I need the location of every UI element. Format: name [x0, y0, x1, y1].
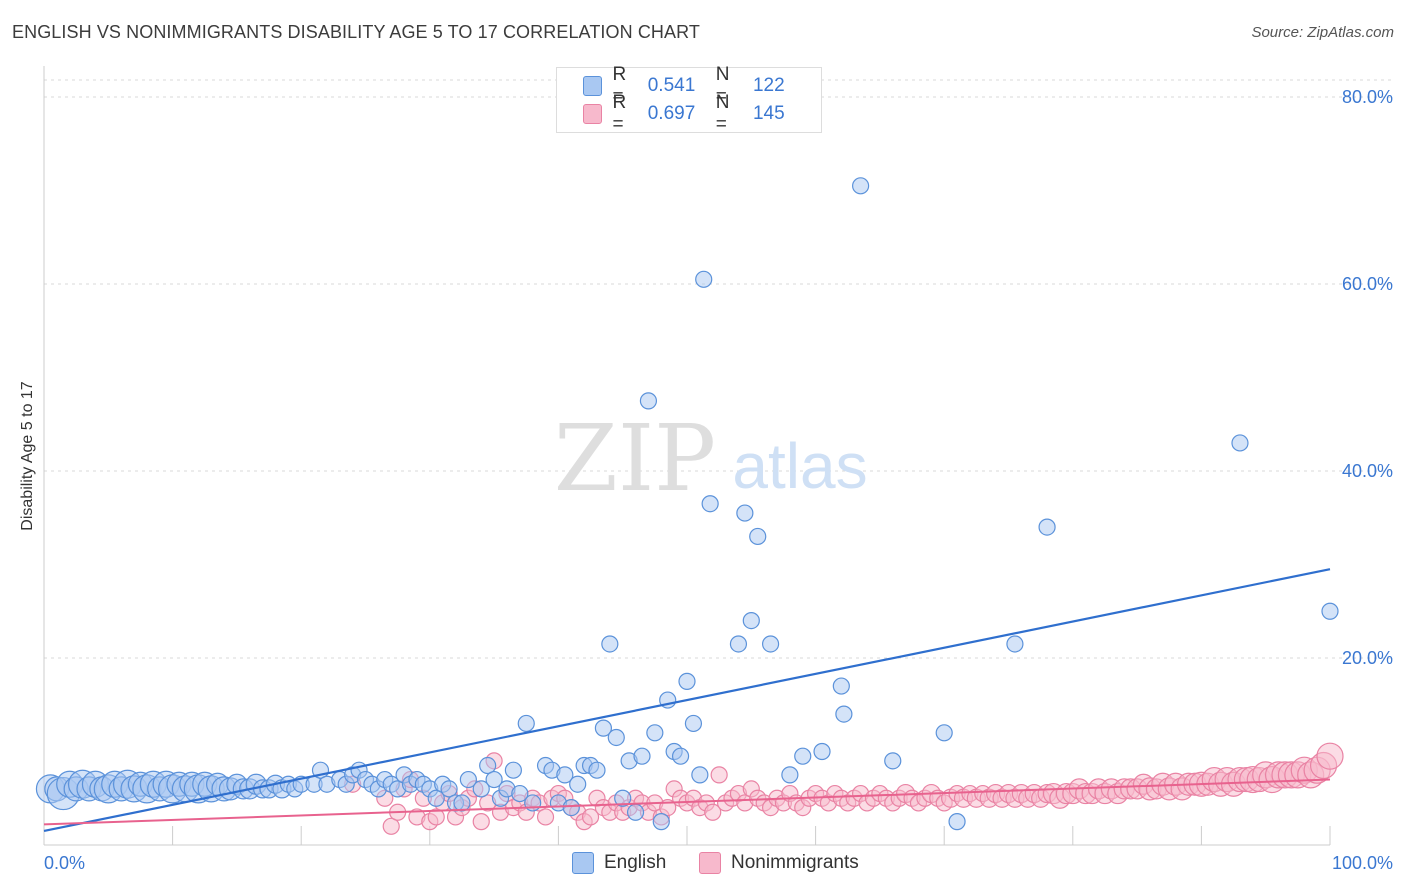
x-tick-label: 0.0%	[44, 853, 85, 873]
english-point	[684, 714, 703, 733]
english-point	[1006, 635, 1024, 653]
watermark-zip: ZIP	[554, 405, 716, 512]
english-legend-swatch	[572, 852, 594, 874]
nonimmigrants-point	[710, 766, 728, 784]
n-value: 145	[752, 103, 785, 124]
english-point	[569, 775, 587, 793]
english-point	[652, 813, 670, 831]
english-point	[742, 611, 760, 630]
nonimmigrants-point	[581, 808, 600, 826]
english-swatch	[583, 76, 603, 96]
y-tick-label: 20.0%	[1342, 648, 1393, 668]
nonimmigrants-legend-label: Nonimmigrants	[731, 852, 859, 873]
english-point	[852, 177, 870, 195]
legend-item-nonimmigrants[interactable]: Nonimmigrants	[699, 852, 859, 874]
r-value: 0.541	[647, 75, 696, 96]
legend-row-nonimmigrants: R = 0.697 N = 145	[557, 92, 821, 135]
watermark-atlas: atlas	[732, 430, 867, 502]
english-point	[511, 784, 529, 803]
nonimmigrants-point	[472, 813, 490, 831]
english-point	[1321, 602, 1339, 620]
chart-title: ENGLISH VS NONIMMIGRANTS DISABILITY AGE …	[12, 22, 700, 42]
nonimmigrants-trend-line	[43, 778, 1331, 826]
english-point	[472, 780, 490, 798]
english-point	[479, 756, 497, 775]
x-tick-label: 100.0%	[1332, 853, 1393, 873]
english-point	[813, 742, 831, 761]
source-credit: Source: ZipAtlas.com	[1251, 24, 1394, 41]
y-tick-label: 40.0%	[1342, 461, 1393, 481]
english-point	[626, 803, 645, 821]
english-point	[614, 789, 632, 807]
english-point	[504, 761, 522, 779]
english-series	[35, 177, 1339, 831]
r-label: R =	[612, 64, 627, 107]
english-point	[749, 527, 767, 546]
r-label: R =	[612, 92, 627, 135]
nonimmigrants-point	[382, 817, 400, 835]
n-value: 122	[752, 75, 785, 96]
nonimmigrants-swatch	[583, 104, 603, 124]
english-point	[835, 705, 853, 723]
english-point	[440, 780, 458, 798]
nonimmigrants-point	[1316, 742, 1344, 770]
english-point	[832, 677, 850, 695]
nonimmigrants-series	[344, 742, 1344, 835]
english-point	[678, 672, 696, 690]
n-label: N =	[715, 92, 730, 135]
english-point	[1231, 434, 1249, 452]
english-legend-label: English	[604, 852, 667, 873]
english-point	[1038, 518, 1056, 536]
english-point	[562, 798, 580, 817]
n-label: N =	[715, 64, 730, 107]
english-point	[459, 770, 477, 789]
english-point	[594, 719, 613, 737]
trend-lines	[43, 568, 1331, 833]
nonimmigrants-point	[427, 808, 445, 826]
y-tick-label: 80.0%	[1342, 87, 1393, 107]
english-point	[935, 724, 953, 742]
english-trend-line	[43, 568, 1331, 833]
english-point	[453, 794, 471, 812]
english-point	[517, 714, 535, 733]
english-point	[485, 770, 503, 789]
english-point	[646, 724, 664, 742]
english-point	[671, 747, 690, 765]
english-point	[556, 766, 574, 784]
english-point	[601, 635, 619, 653]
nonimmigrants-point	[536, 808, 555, 826]
english-point	[781, 766, 799, 784]
axes	[43, 66, 1331, 846]
english-point	[948, 813, 966, 831]
english-point	[588, 761, 606, 779]
legend-item-english[interactable]: English	[572, 852, 666, 874]
english-point	[729, 635, 748, 653]
stats-legend: R = 0.541 N = 122 R = 0.697 N = 145	[556, 64, 822, 135]
english-point	[639, 392, 658, 410]
english-point	[427, 789, 445, 807]
english-point	[695, 270, 713, 288]
english-point	[607, 728, 625, 747]
english-point	[701, 495, 719, 513]
r-value: 0.697	[647, 103, 696, 124]
gridlines	[44, 79, 1392, 659]
y-tick-label: 60.0%	[1342, 274, 1393, 294]
legend-row-english: R = 0.541 N = 122	[557, 64, 821, 107]
english-point	[633, 747, 651, 765]
nonimmigrants-legend-swatch	[699, 852, 721, 874]
tick-labels: 20.0% 40.0% 60.0% 80.0% 0.0% 100.0%	[44, 87, 1393, 873]
english-point	[761, 635, 780, 653]
nonimmigrants-point	[704, 803, 722, 821]
english-point	[884, 752, 902, 770]
english-point	[736, 504, 754, 522]
english-point	[691, 766, 709, 784]
english-point	[794, 747, 812, 765]
